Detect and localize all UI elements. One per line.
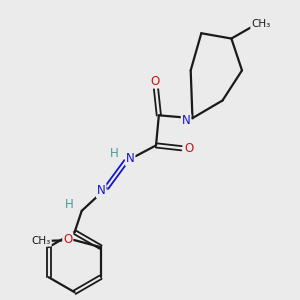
Text: O: O (63, 233, 72, 246)
Text: N: N (126, 152, 135, 165)
Text: N: N (182, 115, 190, 128)
Text: O: O (185, 142, 194, 155)
Text: CH₃: CH₃ (32, 236, 51, 246)
Text: H: H (65, 198, 74, 211)
Text: H: H (110, 147, 119, 160)
Text: CH₃: CH₃ (251, 19, 270, 28)
Text: N: N (97, 184, 106, 197)
Text: O: O (151, 74, 160, 88)
